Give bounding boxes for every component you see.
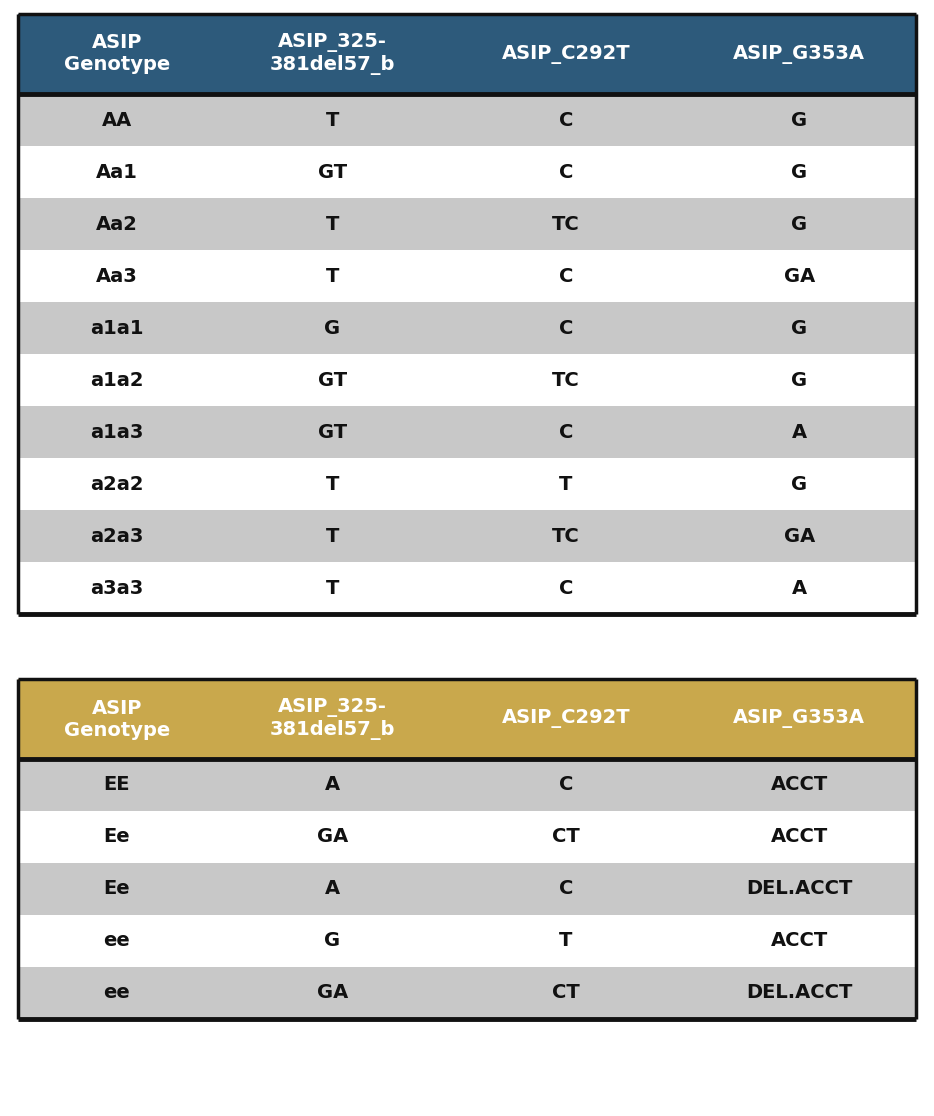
Text: ACCT: ACCT (771, 827, 828, 847)
Text: A: A (792, 423, 807, 442)
Text: EE: EE (104, 776, 130, 795)
Text: G: G (324, 318, 340, 337)
Text: GA: GA (784, 527, 814, 546)
Text: A: A (792, 578, 807, 597)
Text: G: G (791, 214, 807, 233)
Text: TC: TC (552, 527, 580, 546)
Text: ASIP_G353A: ASIP_G353A (733, 710, 865, 729)
Bar (18, 966, 916, 1019)
Text: T: T (326, 214, 339, 233)
Text: AA: AA (102, 110, 132, 129)
Bar (18, 458, 916, 510)
Bar (18, 562, 916, 614)
Text: CT: CT (552, 827, 580, 847)
Text: TC: TC (552, 214, 580, 233)
Bar (18, 250, 916, 302)
Text: a1a3: a1a3 (90, 423, 144, 442)
Text: C: C (559, 318, 573, 337)
Text: ASIP_C292T: ASIP_C292T (502, 710, 630, 729)
Text: a3a3: a3a3 (91, 578, 144, 597)
Text: DEL.ACCT: DEL.ACCT (746, 983, 853, 1002)
Text: Ee: Ee (104, 879, 130, 898)
Bar (18, 759, 916, 811)
Bar (18, 863, 916, 915)
Text: Aa2: Aa2 (96, 214, 137, 233)
Text: DEL.ACCT: DEL.ACCT (746, 879, 853, 898)
Text: GT: GT (318, 163, 347, 182)
Text: Aa3: Aa3 (96, 267, 137, 286)
Text: a2a2: a2a2 (90, 474, 144, 493)
Text: a1a2: a1a2 (90, 371, 144, 389)
Bar (18, 146, 916, 198)
Text: T: T (559, 474, 573, 493)
Text: C: C (559, 267, 573, 286)
Bar (18, 354, 916, 406)
Text: ASIP_325-
381del57_b: ASIP_325- 381del57_b (270, 698, 395, 740)
Text: C: C (559, 776, 573, 795)
Bar (18, 811, 916, 863)
Text: G: G (791, 163, 807, 182)
Text: C: C (559, 879, 573, 898)
Text: G: G (791, 371, 807, 389)
Text: C: C (559, 163, 573, 182)
Text: ee: ee (104, 932, 130, 951)
Text: C: C (559, 110, 573, 129)
Text: ASIP
Genotype: ASIP Genotype (64, 33, 170, 75)
Text: ACCT: ACCT (771, 932, 828, 951)
Text: G: G (791, 110, 807, 129)
Text: GT: GT (318, 371, 347, 389)
Text: Aa1: Aa1 (96, 163, 137, 182)
Text: G: G (791, 318, 807, 337)
Text: Ee: Ee (104, 827, 130, 847)
Bar (18, 679, 916, 759)
Text: ACCT: ACCT (771, 776, 828, 795)
Text: TC: TC (552, 371, 580, 389)
Text: T: T (326, 110, 339, 129)
Text: A: A (325, 776, 340, 795)
Bar (18, 406, 916, 458)
Bar (18, 302, 916, 354)
Bar (18, 198, 916, 250)
Text: T: T (326, 578, 339, 597)
Text: ASIP
Genotype: ASIP Genotype (64, 699, 170, 740)
Text: G: G (791, 474, 807, 493)
Bar (18, 510, 916, 562)
Text: T: T (326, 474, 339, 493)
Text: ASIP_G353A: ASIP_G353A (733, 45, 865, 64)
Text: GT: GT (318, 423, 347, 442)
Bar (18, 915, 916, 966)
Text: A: A (325, 879, 340, 898)
Text: a2a3: a2a3 (90, 527, 144, 546)
Text: GA: GA (784, 267, 814, 286)
Bar (18, 94, 916, 146)
Text: ee: ee (104, 983, 130, 1002)
Text: C: C (559, 423, 573, 442)
Text: T: T (326, 527, 339, 546)
Text: C: C (559, 578, 573, 597)
Text: ASIP_325-
381del57_b: ASIP_325- 381del57_b (270, 33, 395, 75)
Text: CT: CT (552, 983, 580, 1002)
Bar (18, 15, 916, 94)
Text: T: T (326, 267, 339, 286)
Text: GA: GA (317, 827, 348, 847)
Text: G: G (324, 932, 340, 951)
Text: GA: GA (317, 983, 348, 1002)
Text: a1a1: a1a1 (90, 318, 144, 337)
Text: ASIP_C292T: ASIP_C292T (502, 45, 630, 64)
Text: T: T (559, 932, 573, 951)
